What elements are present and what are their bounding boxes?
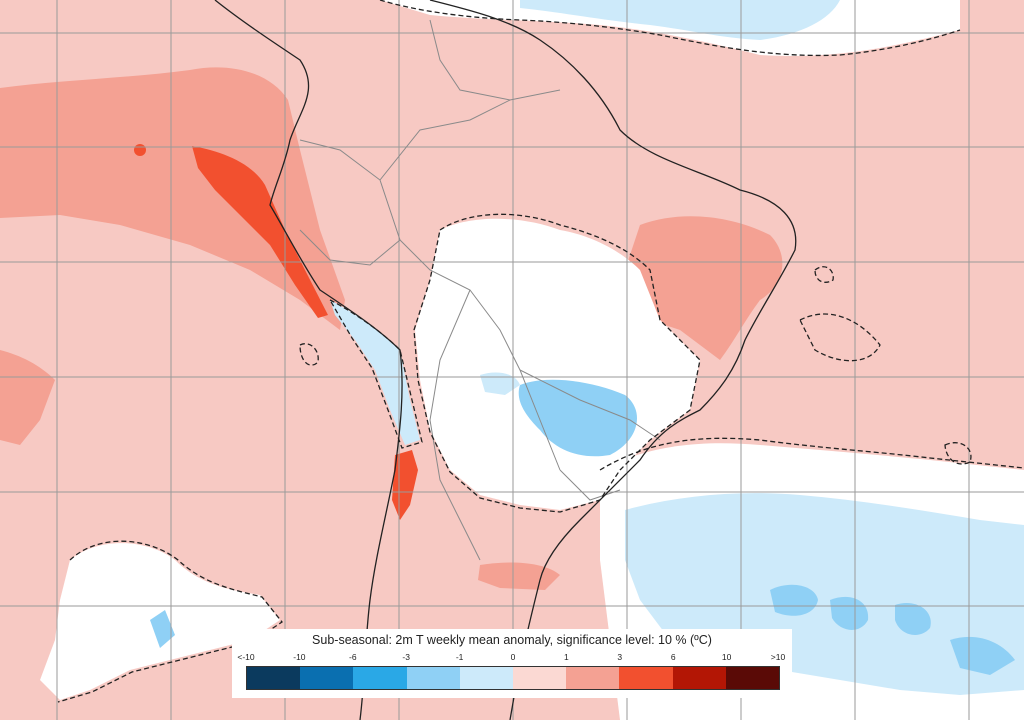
legend-tick-3: -3 xyxy=(402,652,410,662)
anomaly-region-atlantic-cool-pocket-3 xyxy=(895,602,931,635)
legend-swatch-8 xyxy=(672,667,726,689)
anomaly-region-atlantic-cool-pocket-4 xyxy=(950,636,1015,675)
legend-swatch-1 xyxy=(300,667,354,689)
legend-tick-5: 0 xyxy=(510,652,516,662)
legend-tick-8: 6 xyxy=(670,652,676,662)
legend-tick-2: -6 xyxy=(349,652,357,662)
legend-tick-6: 1 xyxy=(564,652,569,662)
anomaly-spot-galapagos xyxy=(134,144,146,156)
legend-tick-9: 10 xyxy=(721,652,732,662)
anomaly-region-pacific-warm-tail xyxy=(0,350,55,445)
legend-tick-4: -1 xyxy=(455,652,464,662)
legend-title: Sub-seasonal: 2m T weekly mean anomaly, … xyxy=(312,633,712,647)
anomaly-region-peru-coast-hot xyxy=(192,146,328,318)
legend-swatch-3 xyxy=(406,667,460,689)
legend-tick-1: -10 xyxy=(293,652,306,662)
south-america-coastline xyxy=(214,0,797,720)
legend-swatch-2 xyxy=(353,667,407,689)
legend-swatch-7 xyxy=(619,667,673,689)
legend-swatch-9 xyxy=(725,667,780,689)
anomaly-region-atlantic-cool-pocket-2 xyxy=(830,596,869,630)
country-borders xyxy=(299,19,661,561)
anomaly-region-south-pacific-cool xyxy=(150,610,175,648)
legend-ticks: <-10 -10 -6 -3 -1 0 1 3 6 10 >10 xyxy=(232,652,792,664)
legend-tick-7: 3 xyxy=(617,652,623,662)
legend-tick-0: <-10 xyxy=(237,652,255,662)
legend-swatch-0 xyxy=(247,667,301,689)
anomaly-region-pacific-warm xyxy=(0,67,345,330)
legend-swatch-4 xyxy=(459,667,514,689)
anomaly-region-chile-coast-cool xyxy=(330,300,420,445)
legend-swatch-5 xyxy=(513,667,567,689)
anomaly-region-atlantic-cool-pocket-1 xyxy=(770,584,818,616)
legend-swatch-6 xyxy=(566,667,620,689)
anomaly-region-bolivia-cool xyxy=(480,372,520,395)
anomaly-region-paraguay-cool xyxy=(518,379,637,457)
anomaly-region-caribbean-cool xyxy=(520,0,840,40)
legend-tick-10: >10 xyxy=(770,652,786,662)
legend-color-bar xyxy=(246,666,780,690)
legend-panel: Sub-seasonal: 2m T weekly mean anomaly, … xyxy=(232,629,792,698)
